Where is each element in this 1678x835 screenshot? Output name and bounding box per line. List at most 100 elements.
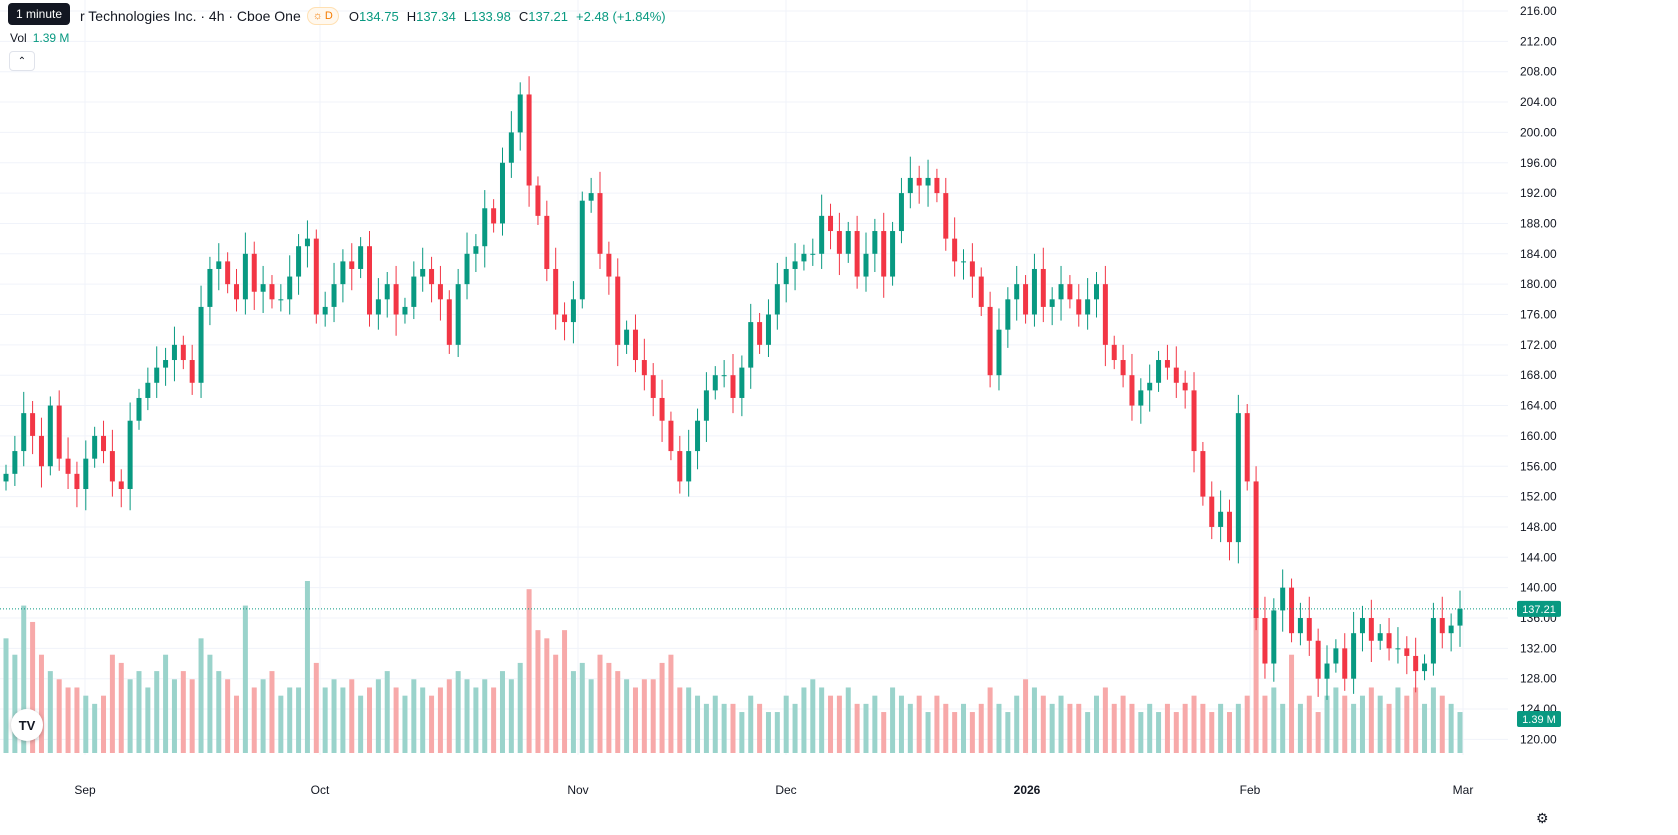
candle xyxy=(154,346,160,398)
candle xyxy=(845,221,851,263)
volume-bar xyxy=(925,712,931,753)
candle xyxy=(774,262,780,330)
candle xyxy=(1031,253,1037,327)
volume-bar xyxy=(615,671,621,753)
volume-bar xyxy=(21,605,27,753)
candle xyxy=(127,402,133,511)
volume-bar xyxy=(1253,613,1259,753)
volume-bar xyxy=(1377,695,1383,753)
candle xyxy=(588,177,594,213)
candle xyxy=(473,234,479,273)
candle xyxy=(349,243,355,291)
volume-bar xyxy=(1262,695,1268,753)
price-tick-label: 168.00 xyxy=(1520,368,1557,382)
volume-bar xyxy=(703,703,709,753)
symbol-title[interactable]: r Technologies Inc. · 4h · Cboe One xyxy=(80,8,301,24)
volume-bar xyxy=(1359,695,1365,753)
candle xyxy=(375,278,381,330)
volume-bar xyxy=(659,662,665,753)
candle xyxy=(783,256,789,303)
candle xyxy=(3,464,9,491)
volume-bar xyxy=(1271,687,1277,753)
candle xyxy=(934,168,940,203)
volume-bar xyxy=(322,687,328,753)
volume-bar xyxy=(783,695,789,753)
candle xyxy=(996,308,1002,391)
volume-bar xyxy=(499,671,505,753)
price-tick-label: 164.00 xyxy=(1520,399,1557,413)
candle xyxy=(12,435,18,486)
candle xyxy=(83,440,89,511)
price-tick-label: 148.00 xyxy=(1520,520,1557,534)
volume-bar xyxy=(402,695,408,753)
candle xyxy=(429,256,435,303)
volume-bar xyxy=(553,654,559,753)
candle xyxy=(180,335,186,370)
volume-bar xyxy=(30,621,36,753)
candle xyxy=(1351,611,1357,694)
candle xyxy=(553,247,559,330)
volume-bar xyxy=(1031,687,1037,753)
candle xyxy=(810,238,816,266)
volume-bar xyxy=(1005,712,1011,753)
volume-bar xyxy=(56,679,62,753)
candle xyxy=(189,344,195,395)
candle xyxy=(384,272,390,318)
candle xyxy=(464,232,470,300)
candle xyxy=(1386,618,1392,661)
candle xyxy=(792,243,798,291)
volume-bar xyxy=(331,679,337,753)
candle xyxy=(1333,639,1339,673)
volume-bar xyxy=(83,695,89,753)
change-value: +2.48 (+1.84%) xyxy=(576,8,666,24)
volume-bar xyxy=(1040,695,1046,753)
volume-bar xyxy=(624,679,630,753)
time-tick-label: Mar xyxy=(1453,783,1474,797)
candle xyxy=(242,232,248,315)
volume-bar xyxy=(597,654,603,753)
volume-bar xyxy=(118,662,124,753)
volume-bar xyxy=(1439,695,1445,753)
volume-bar xyxy=(570,671,576,753)
volume-bar xyxy=(437,687,443,753)
candle xyxy=(624,320,630,354)
candle xyxy=(801,244,807,271)
candle xyxy=(198,285,204,398)
candle xyxy=(1147,364,1153,412)
candle xyxy=(1422,654,1428,681)
volume-bar xyxy=(907,703,913,753)
volume-bar xyxy=(774,712,780,753)
volume-bar xyxy=(1244,695,1250,753)
market-status-badge[interactable]: ☼ D xyxy=(306,7,339,25)
volume-bar xyxy=(712,695,718,753)
volume-bar xyxy=(1209,712,1215,753)
price-axis[interactable]: 216.00 212.00 208.00 204.00 200.00 196.00 192.… xyxy=(1520,4,1557,746)
collapse-legend-button[interactable]: ⌃ xyxy=(9,51,35,71)
time-tick-label: Feb xyxy=(1240,783,1261,797)
candle xyxy=(757,312,763,354)
volume-bar xyxy=(1351,703,1357,753)
tradingview-logo-icon[interactable]: TV xyxy=(11,709,43,741)
volume-bar xyxy=(1297,703,1303,753)
volume-bar xyxy=(969,712,975,753)
candle xyxy=(535,176,541,225)
candle xyxy=(331,262,337,323)
candle xyxy=(952,217,958,277)
time-axis[interactable]: Sep Oct Nov Dec 2026 Feb Mar xyxy=(74,783,1473,797)
volume-bar xyxy=(1164,703,1170,753)
volume-bar xyxy=(987,687,993,753)
volume-bar xyxy=(606,662,612,753)
volume-bar xyxy=(446,679,452,753)
price-tick-label: 192.00 xyxy=(1520,186,1557,200)
candle xyxy=(1209,481,1215,540)
volume-bar xyxy=(47,671,53,753)
volume-bar xyxy=(216,671,222,753)
price-tick-label: 204.00 xyxy=(1520,95,1557,109)
candle xyxy=(854,215,860,289)
candle xyxy=(677,435,683,494)
volume-bar xyxy=(74,687,80,753)
settings-icon[interactable]: ⚙ xyxy=(1536,810,1549,826)
candle xyxy=(1457,590,1463,647)
candle xyxy=(828,203,834,250)
